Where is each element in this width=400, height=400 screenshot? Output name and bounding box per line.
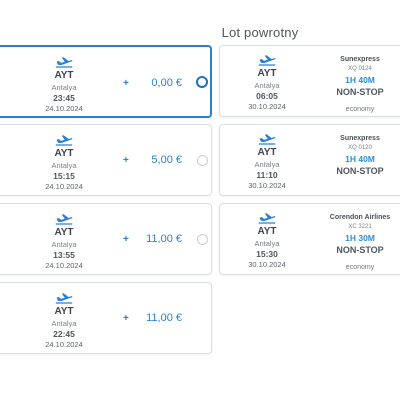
departure-time: 23:45: [53, 93, 75, 103]
plus-sign: +: [123, 313, 129, 324]
cabin-class: economy: [345, 264, 375, 271]
flight-leg: AYT Antalya 23:45 24.10.2024: [19, 56, 109, 114]
return-flight-radio[interactable]: [197, 234, 208, 245]
departure-date: 30.10.2024: [248, 181, 286, 190]
departure-time: 15:30: [256, 249, 278, 259]
price-difference: 0,00 €: [151, 77, 182, 89]
departure-date: 24.10.2024: [45, 261, 83, 270]
airline-name: Sunexpress: [340, 56, 380, 63]
flight-number: XQ 0124: [348, 66, 372, 72]
city-name: Antalya: [51, 240, 77, 249]
plus-sign: +: [123, 234, 129, 245]
airline-name: Sunexpress: [340, 135, 380, 142]
price-difference: 11,00 €: [146, 312, 182, 324]
city-name: Antalya: [51, 319, 77, 328]
flight-leg: AYT Antalya 11:10 30.10.2024: [222, 133, 312, 191]
return-flight-radio[interactable]: [197, 155, 208, 166]
return-flight-card[interactable]: AYT Antalya 06:05 30.10.2024 Sunexpress …: [219, 45, 400, 117]
flight-duration: 1H 30M: [345, 233, 375, 243]
departure-date: 24.10.2024: [45, 104, 83, 113]
airplane-departure-icon: [55, 292, 73, 305]
city-name: Antalya: [254, 239, 280, 248]
flight-leg: AYT Antalya 15:15 24.10.2024: [19, 134, 109, 192]
airport-code: AYT: [54, 227, 74, 238]
flight-details: Sunexpress XQ 0120 1H 40M NON-STOP: [310, 134, 400, 177]
flight-leg: AYT Antalya 13:55 24.10.2024: [19, 213, 109, 271]
city-name: Antalya: [51, 161, 77, 170]
stops-label: NON-STOP: [336, 87, 384, 97]
city-name: Antalya: [254, 81, 280, 90]
flight-leg: AYT Antalya 15:30 30.10.2024: [222, 212, 312, 270]
airplane-departure-icon: [258, 212, 276, 225]
departure-date: 24.10.2024: [45, 182, 83, 191]
airport-code: AYT: [54, 70, 74, 81]
airport-code: AYT: [257, 68, 277, 79]
flight-duration: 1H 40M: [345, 154, 375, 164]
departure-date: 30.10.2024: [248, 102, 286, 111]
airplane-departure-icon: [258, 54, 276, 67]
flight-details: Corendon Airlines XC 3221 1H 30M NON-STO…: [310, 213, 400, 273]
airport-code: AYT: [54, 148, 74, 159]
departure-time: 15:15: [53, 171, 75, 181]
flight-number: XC 3221: [348, 224, 372, 230]
departure-time: 13:55: [53, 250, 75, 260]
return-flight-card[interactable]: AYT Antalya 11:10 30.10.2024 Sunexpress …: [219, 124, 400, 196]
airport-code: AYT: [257, 147, 277, 158]
plus-sign: +: [123, 78, 129, 89]
price-difference: 5,00 €: [151, 154, 182, 166]
return-flight-radio[interactable]: [196, 76, 208, 88]
stops-label: NON-STOP: [336, 245, 384, 255]
plus-sign: +: [123, 155, 129, 166]
flight-duration: 1H 40M: [345, 75, 375, 85]
return-flight-card[interactable]: AYT Antalya 15:30 30.10.2024 Corendon Ai…: [219, 203, 400, 275]
flight-leg: AYT Antalya 06:05 30.10.2024: [222, 54, 312, 112]
cabin-class: economy: [345, 106, 375, 113]
outbound-flight-card[interactable]: AYT Antalya 23:45 24.10.2024 + 0,00 €: [0, 45, 212, 118]
airplane-departure-icon: [55, 134, 73, 147]
flight-number: XQ 0120: [348, 145, 372, 151]
airline-name: Corendon Airlines: [329, 214, 391, 221]
outbound-flight-card[interactable]: AYT Antalya 22:45 24.10.2024 + 11,00 €: [0, 282, 212, 354]
airport-code: AYT: [54, 306, 74, 317]
price-difference: 11,00 €: [146, 233, 182, 245]
airplane-departure-icon: [258, 133, 276, 146]
city-name: Antalya: [51, 83, 77, 92]
city-name: Antalya: [254, 160, 280, 169]
flight-leg: AYT Antalya 22:45 24.10.2024: [19, 292, 109, 350]
airplane-departure-icon: [55, 213, 73, 226]
airport-code: AYT: [257, 226, 277, 237]
stops-label: NON-STOP: [336, 166, 384, 176]
departure-date: 24.10.2024: [45, 340, 83, 349]
return-flight-title: Lot powrotny: [221, 25, 299, 40]
airplane-departure-icon: [55, 56, 73, 69]
outbound-flight-card[interactable]: AYT Antalya 15:15 24.10.2024 + 5,00 €: [0, 124, 212, 196]
departure-date: 30.10.2024: [248, 260, 286, 269]
departure-time: 11:10: [256, 170, 278, 180]
flight-details: Sunexpress XQ 0124 1H 40M NON-STOP econo…: [310, 55, 400, 115]
outbound-flight-card[interactable]: AYT Antalya 13:55 24.10.2024 + 11,00 €: [0, 203, 212, 275]
departure-time: 22:45: [53, 329, 75, 339]
departure-time: 06:05: [256, 91, 278, 101]
